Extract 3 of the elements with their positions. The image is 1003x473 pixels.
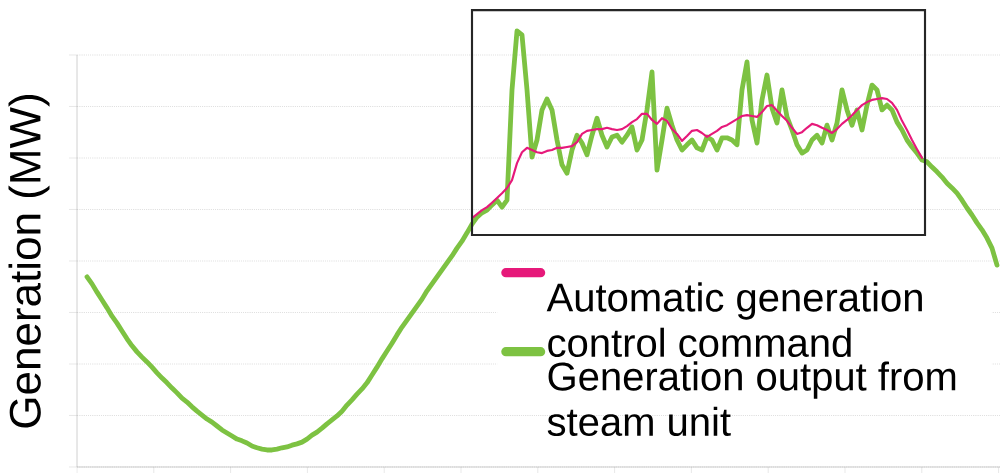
legend-label: Automatic generation control command <box>546 282 922 358</box>
y-axis-title: Generation (MW) <box>8 95 50 428</box>
legend-label: Generation output from steam unit <box>547 361 956 437</box>
